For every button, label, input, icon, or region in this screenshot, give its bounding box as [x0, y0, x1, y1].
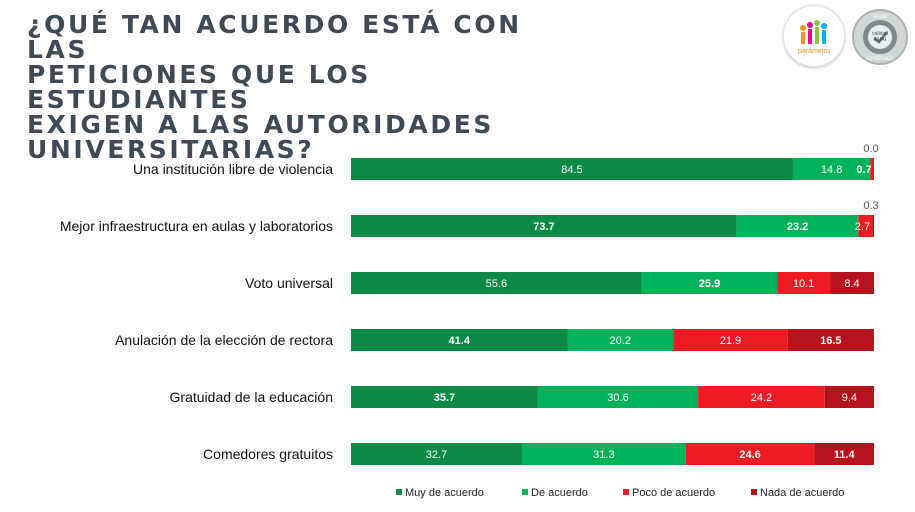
legend-label: Poco de acuerdo — [632, 487, 715, 499]
bar-segment — [858, 215, 873, 237]
data-label: 25.9 — [699, 278, 720, 290]
data-label: 23.2 — [787, 221, 808, 233]
bar-segment — [522, 443, 686, 465]
bar-segment — [351, 158, 793, 180]
data-label: 0.7 — [856, 164, 871, 176]
legend-label: Muy de acuerdo — [405, 487, 484, 499]
category-label: Una institución libre de violencia — [133, 161, 333, 177]
bar-segment — [698, 386, 825, 408]
data-label: 0.0 — [863, 143, 878, 155]
data-label: 2.7 — [855, 221, 870, 233]
legend-swatch — [623, 489, 629, 495]
data-label: 10.1 — [793, 278, 814, 290]
category-label: Anulación de la elección de rectora — [115, 332, 333, 348]
logo-left-text: parámetro — [798, 48, 830, 55]
logo-right-mid-text: calidad — [872, 31, 888, 37]
bar-segment — [673, 329, 788, 351]
logo-right-mid2-text: AMAI — [874, 37, 886, 43]
legend-swatch — [751, 489, 757, 495]
legend-label: Nada de acuerdo — [760, 487, 844, 499]
page-title: ¿QUÉ TAN ACUERDO ESTÁ CON LAS PETICIONES… — [27, 10, 522, 164]
bar-segment — [792, 158, 871, 180]
bar-segment — [872, 215, 874, 237]
amai-certificado-logo: socio calidad AMAI certificado — [852, 9, 908, 65]
bar-segment — [787, 329, 874, 351]
category-label: Gratuidad de la educación — [170, 389, 333, 405]
legend-label: De acuerdo — [531, 487, 588, 499]
bar-segment — [351, 443, 523, 465]
logo-right-bottom-text: certificado — [866, 56, 894, 62]
bar-segment — [685, 443, 815, 465]
bar-segment — [351, 215, 737, 237]
bar-segment — [351, 386, 538, 408]
data-label: 32.7 — [426, 449, 447, 461]
bar-segment — [736, 215, 859, 237]
bar-segment — [870, 158, 874, 180]
data-label: 21.9 — [720, 335, 741, 347]
bar-segment — [351, 272, 642, 294]
data-label: 30.6 — [607, 392, 628, 404]
category-label: Voto universal — [245, 275, 333, 291]
data-label: 35.7 — [434, 392, 455, 404]
parametro-logo: parámetro — [783, 5, 845, 67]
bar-segment — [351, 329, 568, 351]
data-label: 41.4 — [449, 335, 471, 347]
data-label: 11.4 — [834, 449, 856, 461]
bar-segment — [830, 272, 874, 294]
data-label: 73.7 — [533, 221, 554, 233]
data-label: 20.2 — [610, 335, 631, 347]
data-label: 31.3 — [593, 449, 614, 461]
legend-swatch — [396, 489, 402, 495]
bar-segment — [824, 386, 874, 408]
category-label: Mejor infraestructura en aulas y laborat… — [60, 218, 333, 234]
data-label: 16.5 — [820, 335, 841, 347]
data-label: 24.2 — [751, 392, 772, 404]
people-icon: parámetro — [798, 20, 830, 55]
logo-right-top-text: socio — [873, 14, 888, 20]
data-label: 24.6 — [739, 449, 760, 461]
data-label: 9.4 — [842, 392, 857, 404]
data-label: 14.8 — [821, 164, 842, 176]
bar-segment — [537, 386, 699, 408]
data-label: 55.6 — [486, 278, 507, 290]
bar-segment — [641, 272, 778, 294]
legend-swatch — [522, 489, 528, 495]
data-label: 0.3 — [863, 200, 878, 212]
data-label: 8.4 — [844, 278, 859, 290]
category-label: Comedores gratuitos — [203, 446, 333, 462]
amai-seal-icon: socio calidad AMAI certificado — [863, 14, 897, 62]
bar-segment — [567, 329, 674, 351]
bar-segment — [814, 443, 874, 465]
bar-segment — [777, 272, 831, 294]
data-label: 84.5 — [561, 164, 582, 176]
